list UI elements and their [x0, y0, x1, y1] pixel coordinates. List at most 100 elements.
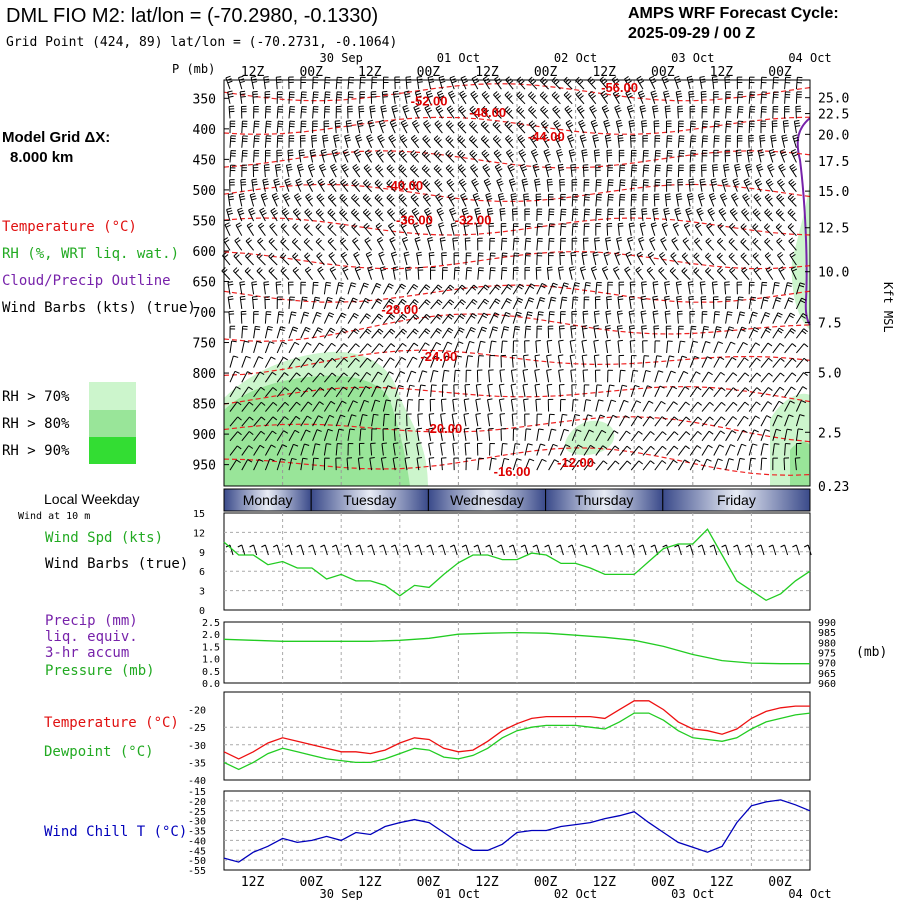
wind-barb [351, 193, 361, 207]
wind-barb-feather [570, 369, 576, 371]
wind-barb-feather [425, 222, 431, 226]
wind-barb [477, 355, 484, 368]
wind-barb-staff [412, 224, 420, 236]
wind-barb-feather [341, 400, 347, 404]
wind-barb-feather [742, 268, 748, 273]
wind-barb [510, 383, 517, 397]
wind-barb-feather [594, 152, 600, 154]
wind-barb [251, 178, 258, 192]
wind-barb-feather [605, 239, 612, 242]
wind-barb-feather [339, 237, 345, 242]
wind-barb-feather [570, 325, 576, 327]
wind-barb [500, 326, 510, 339]
wind-barb [605, 237, 612, 251]
wind-barb-feather [763, 296, 769, 299]
wind-barb-staff [500, 326, 505, 339]
wind-barb-feather [258, 269, 263, 274]
wind-barb [320, 149, 328, 163]
wind-barb-staff [677, 150, 680, 163]
wind-barb-staff [752, 255, 762, 266]
wind-barb-staff [327, 241, 337, 251]
wind-barb-feather [434, 178, 439, 183]
wind-barb-feather [342, 166, 348, 170]
wind-barb-feather [424, 122, 430, 126]
wind-barb [516, 91, 526, 105]
wind-barb-feather [400, 370, 406, 374]
wind-barb-feather [280, 237, 285, 243]
wind-barb-staff [699, 179, 703, 192]
wind-barb-staff [312, 429, 318, 442]
wind-barb-staff [441, 355, 447, 368]
wind-barb-staff [772, 358, 781, 368]
wind-barb-staff [760, 282, 763, 295]
wind-barb-feather [485, 284, 490, 289]
wind-barb [677, 178, 684, 192]
wind-barb [370, 91, 377, 104]
wind-barb-staff [708, 195, 715, 207]
wind-barb-feather [546, 168, 552, 172]
wind-barb [713, 356, 725, 368]
wind-barb-staff [616, 326, 620, 339]
wind-barb-feather [582, 325, 588, 327]
wind-barb-feather [794, 119, 800, 122]
wind-barb-staff [486, 209, 491, 222]
wind-barb [418, 384, 426, 397]
wind-barb [300, 120, 307, 134]
wind-barb-staff [701, 356, 708, 368]
wind-barb-feather [402, 298, 407, 303]
wind-barb-staff [605, 326, 609, 339]
wind-barb [436, 90, 445, 105]
wind-barb-staff [647, 254, 656, 266]
wind-barb-feather [486, 195, 492, 198]
wind-barb-feather [278, 313, 284, 316]
wind-barb-staff [280, 226, 290, 237]
wind-barb-feather [732, 416, 738, 420]
grid-spacing-title: Model Grid ΔX: [2, 129, 110, 146]
wind-barb-staff [424, 107, 432, 119]
wind-barb [433, 135, 443, 149]
wind-barb-staff [582, 370, 585, 383]
wind-barb-feather [233, 355, 239, 358]
wind-barb-staff [654, 355, 658, 368]
wind-barb-feather [476, 222, 482, 225]
wind-barb-feather [391, 251, 397, 255]
wind-barb-staff [414, 92, 420, 104]
wind-barb-staff [729, 211, 738, 222]
wind-barb-feather [741, 266, 746, 271]
wind-barb-feather [590, 107, 596, 111]
wind-barb-feather [764, 252, 770, 257]
wind-barb [276, 341, 287, 354]
wind-barb-staff [470, 93, 479, 105]
wind-barb-staff [488, 370, 491, 383]
wind-barb [486, 207, 494, 222]
wind-barb [689, 310, 695, 324]
wind-barb-feather [554, 122, 560, 126]
wind-barb-feather [425, 183, 431, 188]
wind-barb [705, 267, 715, 280]
wind-barb-staff [406, 299, 415, 310]
wind-barb [554, 134, 563, 148]
wind-barb-staff [463, 414, 467, 427]
wind-barb-feather [422, 370, 428, 373]
wind-barb-feather [781, 153, 787, 157]
wind-barb-staff [568, 267, 573, 280]
wind-barb-feather [706, 254, 712, 259]
wind-barb [363, 164, 372, 178]
wind-barb-staff [269, 226, 278, 236]
wind-barb-feather [676, 90, 682, 93]
wind-barb-feather [603, 268, 609, 272]
wind-barb [558, 384, 565, 397]
wind-barb-staff [772, 91, 775, 104]
wind-barb [280, 267, 290, 280]
wind-barb-feather [665, 313, 671, 315]
wind-barb-staff [725, 341, 732, 354]
wind-barb [652, 105, 659, 119]
wind-barb-feather [436, 286, 441, 291]
wind-barb [284, 178, 292, 192]
wind-barb-feather [629, 325, 635, 327]
wind-barb-feather [483, 151, 488, 156]
wind-barb-staff [736, 121, 739, 134]
wind-barb-feather [753, 329, 758, 333]
wind-barb-staff [406, 370, 412, 383]
wind-barb [362, 194, 372, 207]
